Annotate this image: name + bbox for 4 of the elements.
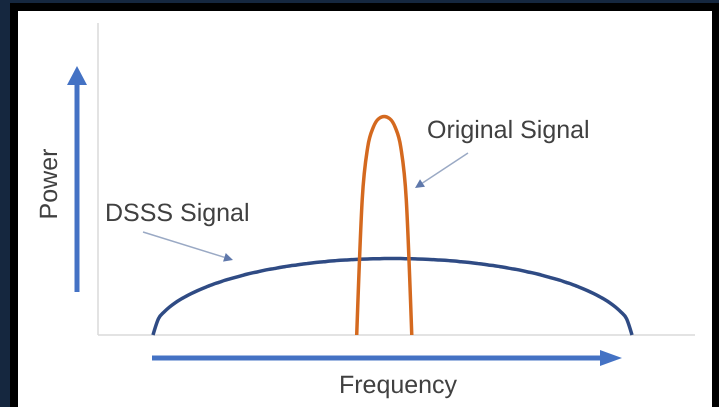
- y-axis-title: Power: [35, 148, 63, 220]
- series-label: DSSS Signal: [105, 199, 250, 227]
- series-label: Original Signal: [427, 116, 590, 144]
- x-axis-title: Frequency: [338, 371, 458, 399]
